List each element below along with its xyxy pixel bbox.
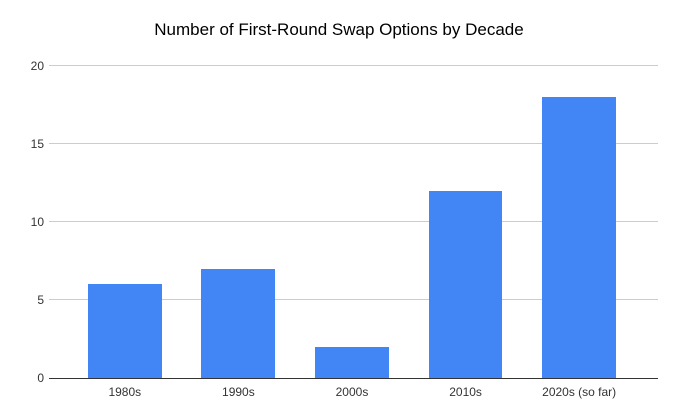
gridline [49, 221, 658, 222]
y-axis: 0 5 10 15 20 [0, 60, 44, 384]
y-axis-tick-label: 0 [37, 371, 44, 385]
bar-slot [295, 66, 409, 378]
bars-container [68, 66, 636, 378]
x-axis: 1980s 1990s 2000s 2010s 2020s (so far) [68, 379, 636, 399]
chart-title: Number of First-Round Swap Options by De… [154, 20, 524, 39]
y-axis-tick-label: 15 [30, 137, 44, 151]
bar-2010s [428, 190, 503, 378]
bar-2020s (so far) [542, 97, 617, 378]
x-axis-label: 2000s [335, 385, 369, 399]
x-axis-label: 1980s [108, 385, 142, 399]
bar-slot [522, 66, 636, 378]
gridline [49, 299, 658, 300]
bar-slot [409, 66, 523, 378]
bar-2000s [315, 346, 389, 378]
gridline [49, 65, 658, 66]
bar-1980s [87, 284, 162, 378]
x-axis-label: 1990s [222, 385, 255, 399]
x-axis-label: 2010s [449, 385, 482, 399]
y-axis-tick-label: 5 [37, 293, 44, 307]
y-axis-tick-label: 20 [30, 59, 44, 73]
plot-area [49, 65, 658, 379]
x-axis-label: 2020s (so far) [542, 385, 617, 399]
gridline [49, 143, 658, 144]
bar-slot [182, 66, 296, 378]
bar-slot [68, 66, 182, 378]
bar-1990s [201, 268, 276, 378]
y-axis-tick-label: 10 [30, 215, 44, 229]
x-axis-line [49, 378, 658, 379]
